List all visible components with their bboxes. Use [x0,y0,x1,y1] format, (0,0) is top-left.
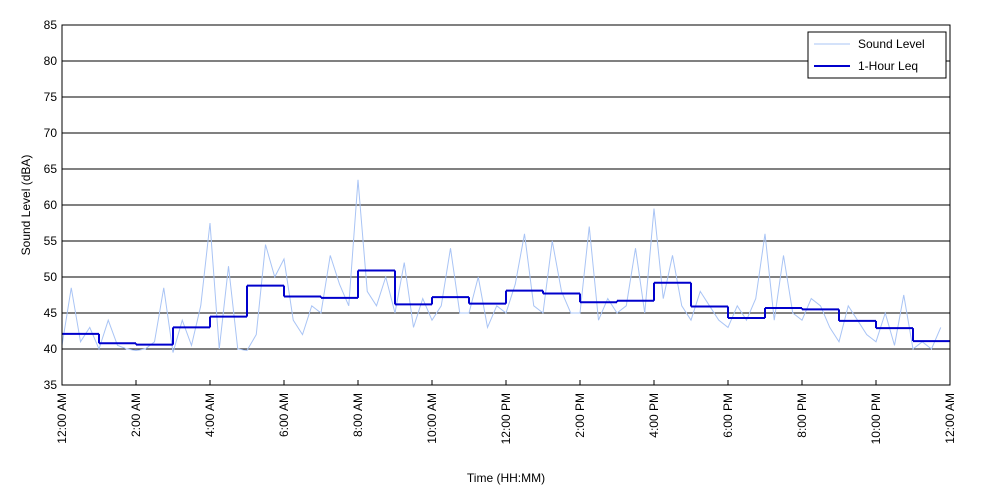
x-tick-label: 10:00 PM [869,393,883,444]
y-tick-label: 35 [44,378,58,392]
y-tick-label: 45 [44,306,58,320]
x-tick-label: 8:00 AM [351,393,365,437]
series-line [61,179,942,353]
legend-label: Sound Level [858,37,925,51]
x-tick-label: 2:00 AM [129,393,143,437]
y-axis-label: Sound Level (dBA) [19,155,33,256]
y-tick-label: 80 [44,54,58,68]
y-tick-label: 75 [44,90,58,104]
x-axis-label: Time (HH:MM) [467,471,545,485]
x-tick-label: 2:00 PM [573,393,587,438]
plot-frame [61,24,951,386]
y-tick-label: 65 [44,162,58,176]
x-tick-label: 12:00 AM [943,393,957,444]
x-tick-label: 4:00 AM [203,393,217,437]
y-tick-label: 85 [44,18,58,32]
y-tick-label: 55 [44,234,58,248]
y-tick-label: 70 [44,126,58,140]
x-tick-label: 4:00 PM [647,393,661,438]
x-tick-label: 8:00 PM [795,393,809,438]
x-tick-label: 10:00 AM [425,393,439,444]
x-tick-label: 12:00 PM [499,393,513,444]
y-tick-label: 50 [44,270,58,284]
x-tick-label: 6:00 PM [721,393,735,438]
y-tick-label: 40 [44,342,58,356]
legend-box [807,31,947,79]
legend-label: 1-Hour Leq [858,59,918,73]
x-tick-label: 12:00 AM [55,393,69,444]
x-tick-label: 6:00 AM [277,393,291,437]
y-tick-label: 60 [44,198,58,212]
